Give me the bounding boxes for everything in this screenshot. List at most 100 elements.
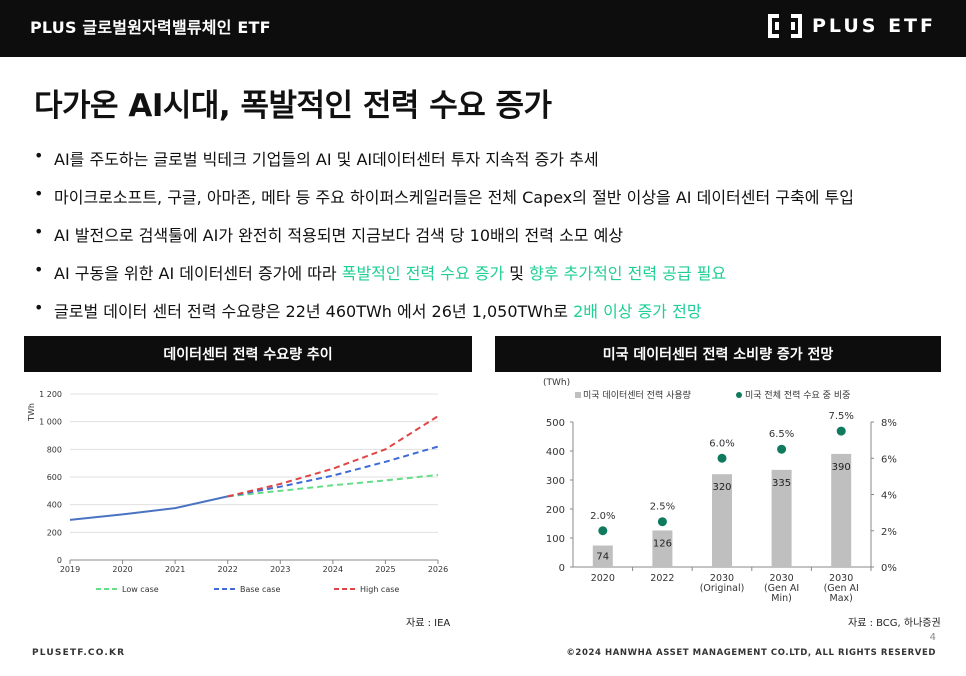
legend-label: 미국 전체 전력 수요 중 비중 [745, 389, 850, 401]
x-tick-label: 2025 [375, 565, 395, 574]
bullet-text: 및 [504, 264, 530, 283]
bullet-list: • AI를 주도하는 글로벌 빅테크 기업들의 AI 및 AI데이터센터 투자 지… [34, 146, 854, 336]
bullet-dot: • [34, 298, 44, 317]
y-axis-label: TWh [27, 403, 36, 422]
bullet-text: AI 발전으로 검색툴에 AI가 완전히 적용되면 지금보다 검색 당 10배의… [54, 226, 624, 245]
left-source: 자료 : IEA [406, 618, 451, 629]
bullet-item: • AI 발전으로 검색툴에 AI가 완전히 적용되면 지금보다 검색 당 10배… [34, 222, 854, 260]
x-tick-label: Max) [830, 593, 853, 604]
y-tick-label: 300 [546, 476, 565, 487]
highlight-text: 향후 추가적인 전력 공급 필요 [529, 264, 727, 283]
bullet-dot: • [34, 222, 44, 241]
share-dot [717, 453, 727, 463]
y-tick-label: 100 [546, 534, 565, 545]
x-tick-label: 2026 [428, 565, 448, 574]
plus-logo-icon [767, 14, 802, 38]
bar [771, 469, 792, 567]
share-label: 6.0% [709, 438, 734, 449]
bar-value-label: 126 [653, 538, 672, 549]
legend-label: Base case [240, 585, 280, 594]
bar [712, 474, 732, 567]
footer-copyright: ©2024 HANWHA ASSET MANAGEMENT CO.LTD, AL… [566, 648, 936, 658]
share-label: 2.0% [590, 511, 615, 522]
x-tick-label: 2023 [270, 565, 290, 574]
highlight-text: 2배 이상 증가 전망 [573, 302, 702, 321]
share-dot [777, 444, 787, 454]
bullet-text: 마이크로소프트, 구글, 아마존, 메타 등 주요 하이퍼스케일러들은 전체 C… [54, 188, 854, 207]
bar-value-label: 74 [596, 552, 609, 563]
x-tick-label: Min) [771, 593, 792, 604]
bar-value-label: 320 [712, 482, 731, 493]
y-tick-label: 500 [546, 418, 565, 429]
legend-bar-swatch [575, 392, 581, 398]
logo-text: PLUS ETF [811, 15, 936, 37]
y-tick-label: 0 [559, 563, 565, 574]
legend-label: Low case [122, 585, 159, 594]
plus-etf-logo: PLUS ETF [767, 14, 936, 38]
left-panel-title: 데이터센터 전력 수요량 추이 [24, 336, 472, 372]
legend-label: 미국 데이터센터 전력 사용량 [583, 389, 691, 401]
x-tick-label: 2030 [829, 573, 853, 584]
bullet-dot: • [34, 260, 44, 279]
etf-name: PLUS 글로벌원자력밸류체인 ETF [30, 18, 271, 37]
y-tick-label: 1 200 [39, 390, 62, 399]
bar [831, 453, 852, 567]
bar [592, 545, 613, 567]
bullet-dot: • [34, 146, 44, 165]
x-tick-label: (Gen AI [824, 583, 859, 594]
bullet-text: 글로벌 데이터 센터 전력 수요량은 22년 460TWh 에서 26년 1,0… [54, 302, 574, 321]
y2-tick-label: 8% [881, 418, 897, 429]
series-low-case [227, 473, 439, 498]
y-tick-label: 0 [57, 556, 62, 565]
y2-tick-label: 2% [881, 527, 897, 538]
x-tick-label: (Original) [700, 583, 745, 594]
y-tick-label: 800 [47, 445, 62, 454]
us-datacenter-consumption-bar-chart: (TWh) 미국 데이터센터 전력 사용량 미국 전체 전력 수요 중 비중 0 100… [543, 378, 897, 604]
bar-value-label: 390 [832, 462, 851, 473]
share-dot [836, 426, 846, 436]
x-tick-label: 2024 [323, 565, 343, 574]
bullet-item: • 글로벌 데이터 센터 전력 수요량은 22년 460TWh 에서 26년 1,… [34, 298, 854, 336]
y-tick-label: 200 [47, 528, 62, 537]
share-label: 2.5% [650, 502, 675, 513]
y2-tick-label: 4% [881, 491, 897, 502]
x-tick-label: 2020 [112, 565, 132, 574]
x-tick-label: 2022 [218, 565, 238, 574]
x-tick-label: 2019 [60, 565, 80, 574]
x-tick-label: 2030 [710, 573, 734, 584]
share-label: 7.5% [828, 411, 853, 422]
highlight-text: 폭발적인 전력 수요 증가 [341, 264, 505, 283]
datacenter-demand-line-chart: 0 200 400 600 800 1 000 1 200 2019 2020 2021 2022 2… [27, 390, 448, 594]
top-header-bar: PLUS 글로벌원자력밸류체인 ETF PLUS ETF [0, 0, 966, 57]
y-tick-label: 400 [546, 447, 565, 458]
bullet-dot: • [34, 184, 44, 203]
x-tick-label: 2022 [650, 573, 674, 584]
legend-label: High case [360, 585, 399, 594]
share-dot [657, 517, 667, 527]
y2-tick-label: 0% [881, 563, 897, 574]
bar [652, 530, 673, 567]
right-source: 자료 : BCG, 하나증권 [848, 618, 941, 629]
series-base-case [227, 445, 439, 498]
y-tick-label: 200 [546, 505, 565, 516]
x-tick-label: 2021 [165, 565, 185, 574]
y-axis-label: (TWh) [543, 378, 570, 388]
page-title: 다가온 AI시대, 폭발적인 전력 수요 증가 [34, 88, 552, 124]
legend-dot-swatch [736, 392, 742, 398]
x-tick-label: 2030 [770, 573, 794, 584]
bullet-text: AI 구동을 위한 AI 데이터센터 증가에 따라 [54, 264, 342, 283]
bullet-item: • 마이크로소프트, 구글, 아마존, 메타 등 주요 하이퍼스케일러들은 전체 … [34, 184, 854, 222]
share-dot [598, 526, 608, 536]
y-tick-label: 600 [47, 473, 62, 482]
bullet-item: • AI 구동을 위한 AI 데이터센터 증가에 따라 폭발적인 전력 수요 증가… [34, 260, 854, 298]
right-panel-title: 미국 데이터센터 전력 소비량 증가 전망 [495, 336, 941, 372]
footer-site: PLUSETF.CO.KR [32, 648, 126, 658]
x-tick-label: 2020 [591, 573, 615, 584]
series-high-case [227, 415, 439, 498]
share-label: 6.5% [769, 429, 794, 440]
y-tick-label: 400 [47, 501, 62, 510]
series-actual [69, 495, 228, 521]
bullet-item: • AI를 주도하는 글로벌 빅테크 기업들의 AI 및 AI데이터센터 투자 지… [34, 146, 854, 184]
bullet-text: AI를 주도하는 글로벌 빅테크 기업들의 AI 및 AI데이터센터 투자 지속… [54, 150, 599, 169]
y2-tick-label: 6% [881, 454, 897, 465]
